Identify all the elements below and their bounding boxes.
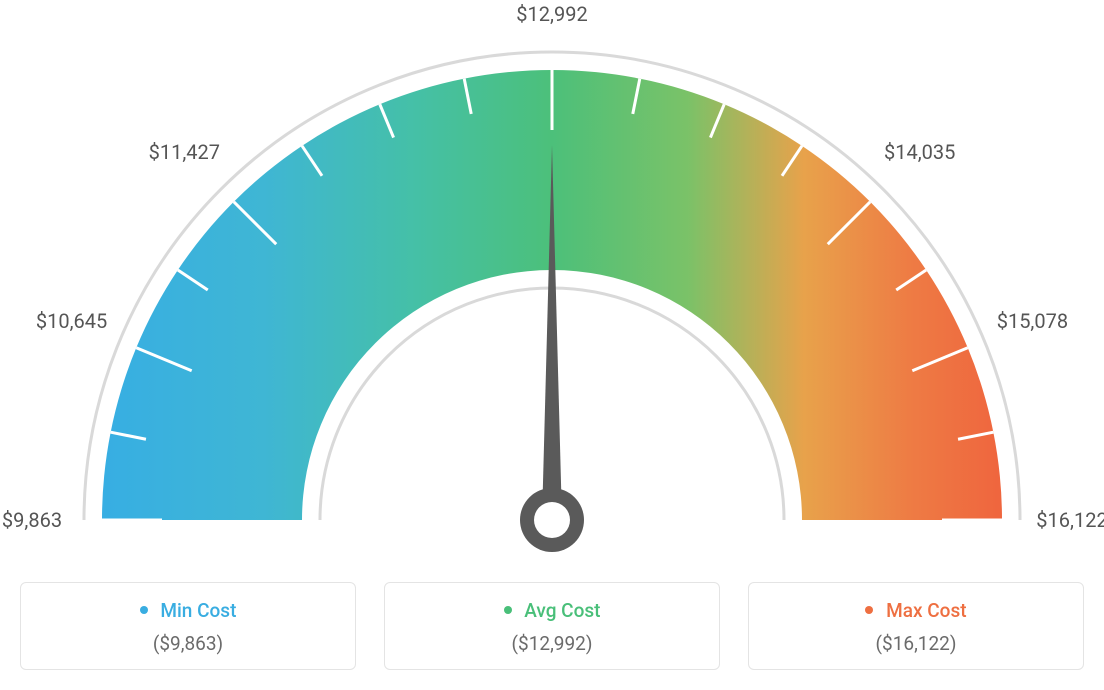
legend-value-avg: ($12,992) [395, 632, 709, 655]
gauge-svg [0, 0, 1104, 560]
dot-icon [504, 606, 512, 614]
legend-title-text: Max Cost [886, 599, 966, 622]
gauge-scale-label: $10,645 [36, 309, 107, 333]
gauge-scale-label: $11,427 [149, 140, 220, 164]
legend-card-avg: Avg Cost ($12,992) [384, 582, 720, 670]
legend-title-avg: Avg Cost [395, 599, 709, 622]
legend-value-max: ($16,122) [759, 632, 1073, 655]
legend-row: Min Cost ($9,863) Avg Cost ($12,992) Max… [0, 582, 1104, 670]
gauge-scale-label: $9,863 [2, 508, 62, 532]
dot-icon [865, 606, 873, 614]
legend-title-text: Min Cost [160, 599, 236, 622]
gauge-scale-label: $12,992 [516, 2, 587, 26]
legend-title-min: Min Cost [31, 599, 345, 622]
dot-icon [140, 606, 148, 614]
gauge-chart: $9,863 $10,645 $11,427 $12,992 $14,035 $15,07… [0, 0, 1104, 560]
legend-card-max: Max Cost ($16,122) [748, 582, 1084, 670]
gauge-scale-label: $14,035 [884, 140, 955, 164]
legend-card-min: Min Cost ($9,863) [20, 582, 356, 670]
gauge-scale-label: $15,078 [997, 309, 1068, 333]
legend-title-text: Avg Cost [524, 599, 600, 622]
legend-value-min: ($9,863) [31, 632, 345, 655]
legend-title-max: Max Cost [759, 599, 1073, 622]
gauge-scale-label: $16,122 [1036, 508, 1104, 532]
